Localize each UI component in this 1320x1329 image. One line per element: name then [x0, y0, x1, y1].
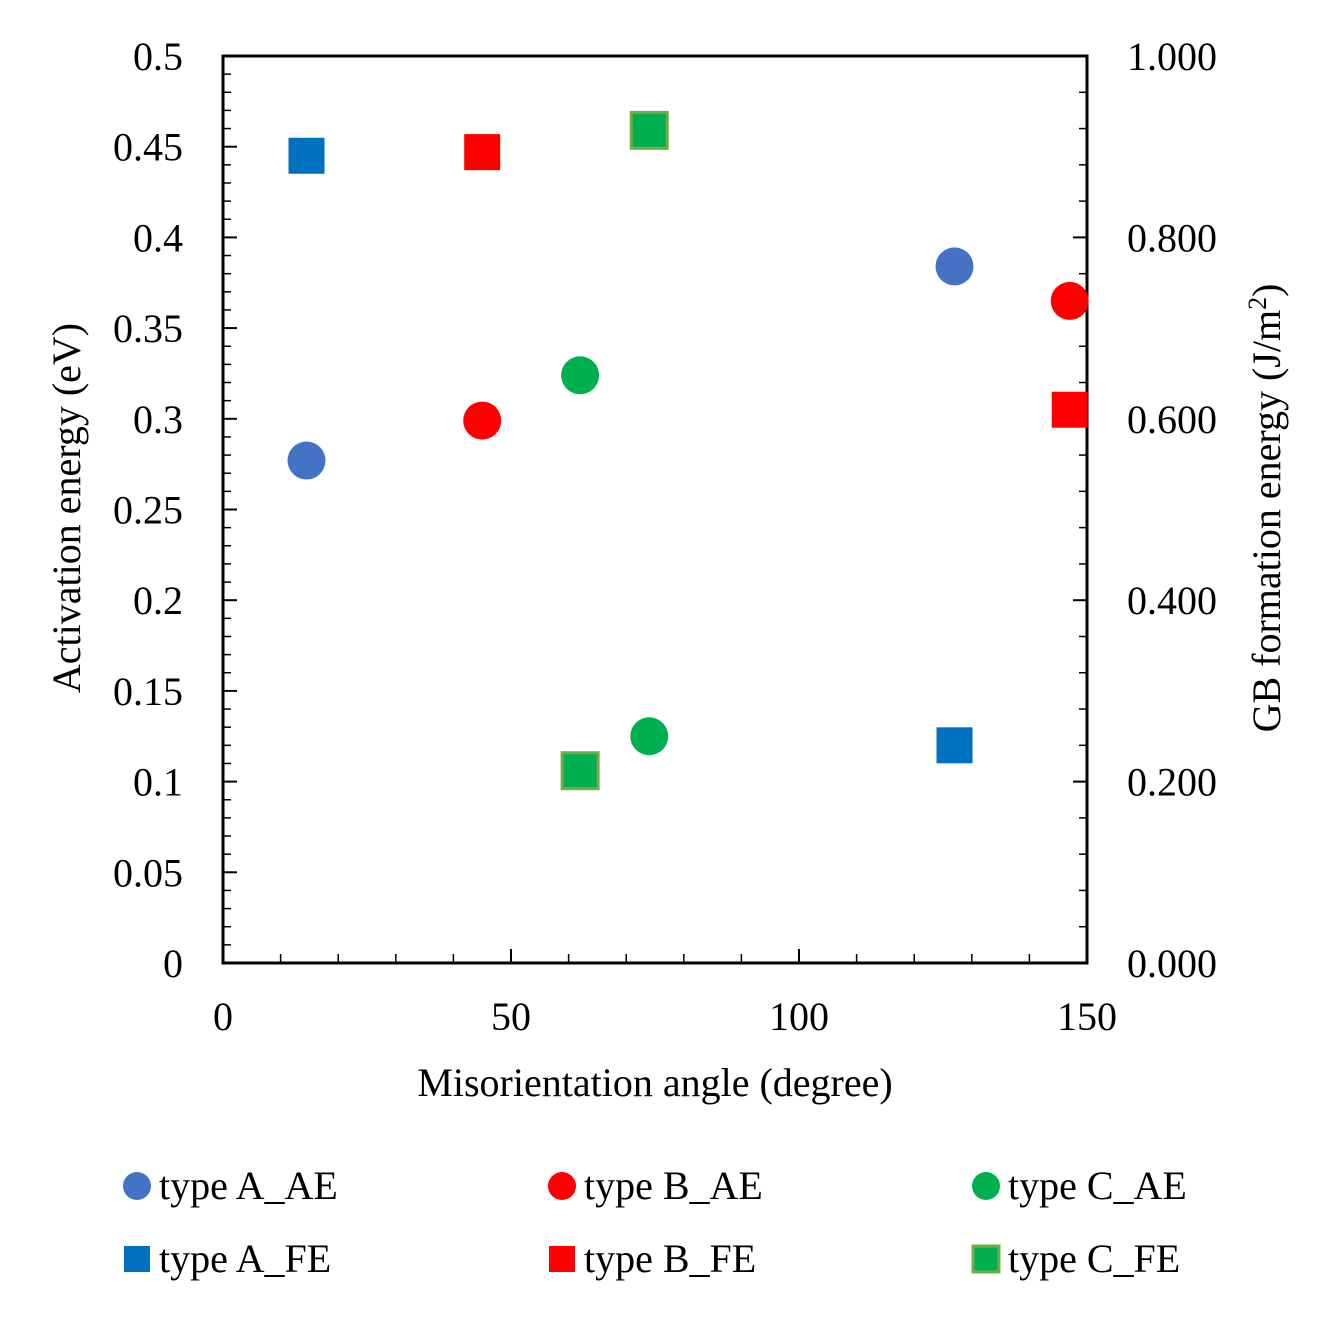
y-left-axis-title: Activation energy (eV) — [44, 323, 89, 693]
y-left-tick-labels: 0 0.05 0.1 0.15 0.2 0.25 0.3 0.35 0.4 0.45 0.5 — [113, 34, 183, 986]
y-right-tick-labels: 0.000 0.200 0.400 0.600 0.800 1.000 — [1127, 34, 1217, 986]
y-left-tick-label: 0.35 — [113, 306, 183, 351]
point-type-c-fe — [560, 751, 600, 791]
y-left-tick-label: 0.5 — [133, 34, 183, 79]
point-type-c-ae — [630, 717, 669, 756]
x-tick-labels: 0 50 100 150 — [213, 994, 1117, 1039]
y-right-tick-label: 0.800 — [1127, 215, 1217, 260]
y-left-tick-label: 0.25 — [113, 488, 183, 533]
point-type-a-fe — [288, 137, 325, 174]
legend-marker-type-b-fe — [549, 1246, 575, 1272]
legend-marker-type-a-ae — [123, 1172, 151, 1200]
x-tick-label: 50 — [491, 994, 531, 1039]
y-left-tick-label: 0.4 — [133, 215, 183, 260]
x-tick-label: 0 — [213, 994, 233, 1039]
legend-label-type-a-ae: type A_AE — [159, 1163, 338, 1208]
data-points — [287, 110, 1089, 791]
y-left-tick-label: 0.15 — [113, 669, 183, 714]
y-right-tick-label: 0.000 — [1127, 941, 1217, 986]
y-left-tick-label: 0.45 — [113, 125, 183, 170]
point-type-b-fe — [1051, 391, 1088, 428]
point-type-a-ae — [935, 247, 974, 286]
y-right-tick-label: 1.000 — [1127, 34, 1217, 79]
y-left-tick-label: 0.2 — [133, 578, 183, 623]
y-right-title-close: ) — [1244, 284, 1289, 297]
y-right-tick-label: 0.600 — [1127, 397, 1217, 442]
minor-ticks — [223, 73, 1087, 963]
point-type-c-ae — [561, 356, 600, 395]
legend-marker-type-c-ae — [972, 1172, 1000, 1200]
point-type-c-fe — [629, 110, 669, 150]
plot-area — [221, 54, 1089, 965]
y-right-axis-title: GB formation energy (J/m2) — [1243, 284, 1290, 733]
legend-label-type-a-fe: type A_FE — [159, 1236, 331, 1281]
y-left-tick-label: 0.3 — [133, 397, 183, 442]
legend-label-type-c-ae: type C_AE — [1008, 1163, 1187, 1208]
y-right-title-main: GB formation energy (J/m — [1244, 310, 1289, 733]
y-left-tick-label: 0 — [163, 941, 183, 986]
y-left-tick-label: 0.1 — [133, 760, 183, 805]
major-ticks — [223, 145, 1087, 963]
x-axis-title: Misorientation angle (degree) — [417, 1060, 892, 1105]
point-type-b-fe — [464, 134, 501, 171]
y-left-tick-label: 0.05 — [113, 850, 183, 895]
point-type-a-ae — [287, 441, 326, 480]
point-type-a-fe — [936, 727, 973, 764]
y-right-tick-label: 0.200 — [1127, 760, 1217, 805]
legend-marker-type-b-ae — [548, 1172, 576, 1200]
point-type-b-ae — [1050, 281, 1089, 320]
x-tick-label: 100 — [769, 994, 829, 1039]
point-type-b-ae — [463, 401, 502, 440]
legend-label-type-c-fe: type C_FE — [1008, 1236, 1180, 1281]
legend-label-type-b-fe: type B_FE — [584, 1236, 756, 1281]
y-right-tick-label: 0.400 — [1127, 578, 1217, 623]
x-tick-label: 150 — [1057, 994, 1117, 1039]
legend-marker-type-a-fe — [124, 1246, 150, 1272]
legend-marker-type-c-fe — [971, 1244, 1001, 1274]
legend-label-type-b-ae: type B_AE — [584, 1163, 763, 1208]
y-right-title-superscript: 2 — [1243, 297, 1272, 310]
